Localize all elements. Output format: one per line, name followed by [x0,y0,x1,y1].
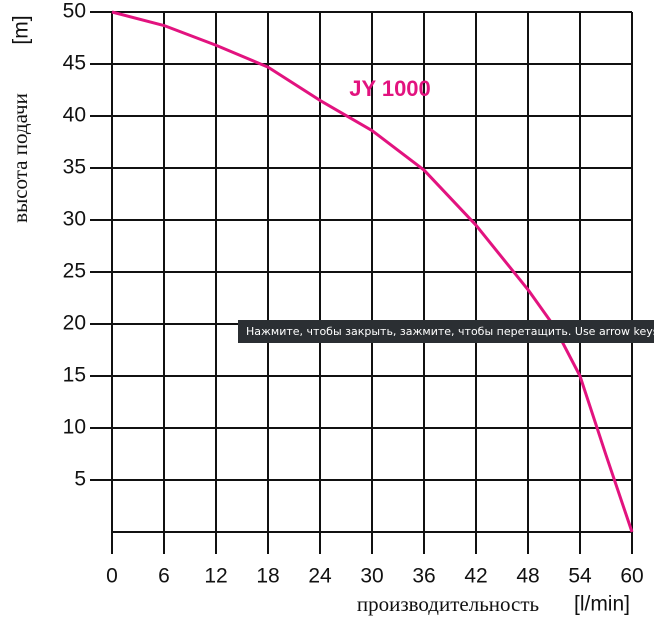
y-tick-label: 35 [63,156,86,179]
x-tick-label: 60 [620,565,643,588]
y-tick-label: 15 [63,364,86,387]
y-tick-label: 45 [63,52,86,75]
y-tick-label: 5 [74,468,86,491]
y-axis-unit: [m] [10,15,33,44]
y-tick-label: 50 [63,0,86,23]
tooltip[interactable]: Нажмите, чтобы закрыть, зажмите, чтобы п… [238,320,654,343]
y-tick-label: 20 [63,312,86,335]
y-tick-label: 30 [63,208,86,231]
x-tick-label: 6 [158,565,170,588]
x-tick-label: 30 [360,565,383,588]
x-axis-label: производительность [357,592,539,616]
x-axis-unit: [l/min] [574,593,630,616]
x-tick-label: 18 [256,565,279,588]
series-label: JY 1000 [349,76,431,101]
x-tick-label: 54 [568,565,592,588]
y-axis-label: высота подачи [8,93,32,223]
y-tick-label: 40 [63,104,86,127]
x-tick-label: 36 [412,565,435,588]
x-tick-label: 42 [464,565,487,588]
y-tick-label: 10 [63,416,86,439]
curve [111,10,634,533]
x-tick-label: 0 [106,565,118,588]
x-tick-label: 48 [516,565,539,588]
x-tick-label: 12 [204,565,227,588]
x-tick-label: 24 [308,565,332,588]
y-tick-label: 25 [63,260,86,283]
